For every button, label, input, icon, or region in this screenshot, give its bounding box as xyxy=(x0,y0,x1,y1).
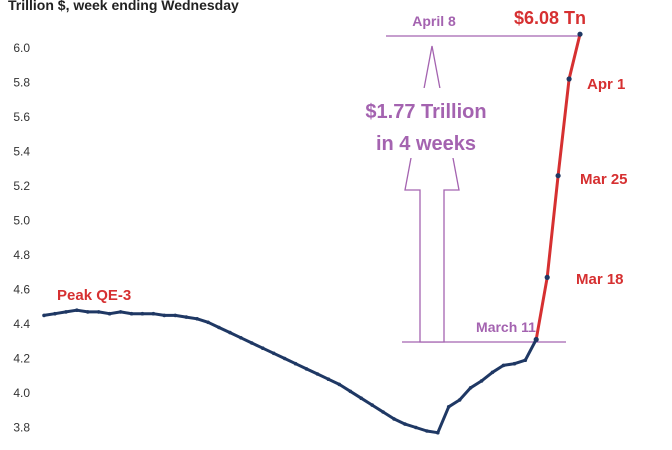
peak-qe3-label: Peak QE-3 xyxy=(57,287,131,304)
data-point xyxy=(315,372,320,376)
data-point xyxy=(206,320,210,325)
data-point xyxy=(544,274,550,280)
week-label-mar-18: Mar 18 xyxy=(576,271,624,288)
series-group xyxy=(42,31,583,435)
data-point xyxy=(42,313,46,318)
chart-title: Trillion $, week ending Wednesday xyxy=(8,0,239,13)
data-point xyxy=(414,425,418,430)
april-8-label: April 8 xyxy=(412,13,456,29)
data-point xyxy=(140,311,145,316)
data-point xyxy=(86,310,90,314)
y-axis-ticks: 6.0 5.8 5.6 5.4 5.2 5.0 4.8 4.6 4.4 4.2 4.0 3.8 xyxy=(13,41,30,435)
y-tick-label: 5.8 xyxy=(13,76,30,90)
data-point xyxy=(239,336,243,340)
data-point xyxy=(129,311,134,316)
data-point xyxy=(96,310,101,314)
increase-label-line1: $1.77 Trillion xyxy=(365,101,486,123)
data-point xyxy=(479,379,484,383)
data-point xyxy=(425,429,429,433)
increase-label-box xyxy=(346,88,506,158)
data-point xyxy=(271,351,276,356)
data-point xyxy=(457,398,462,402)
y-tick-label: 5.0 xyxy=(13,214,30,228)
data-point xyxy=(468,386,473,390)
data-point xyxy=(348,389,353,394)
data-point xyxy=(436,430,440,435)
data-point xyxy=(293,361,298,366)
y-tick-label: 4.0 xyxy=(13,386,30,400)
data-point xyxy=(523,358,528,363)
data-point xyxy=(107,311,112,316)
y-tick-label: 4.6 xyxy=(13,283,30,297)
y-tick-label: 3.8 xyxy=(13,421,30,435)
y-tick-label: 5.6 xyxy=(13,110,30,124)
y-tick-label: 4.4 xyxy=(13,317,30,331)
data-point xyxy=(282,356,287,361)
data-point xyxy=(555,173,561,179)
data-point xyxy=(381,410,385,414)
data-point xyxy=(228,330,232,335)
data-point xyxy=(304,367,309,371)
data-point xyxy=(577,31,583,37)
data-point xyxy=(512,361,517,366)
data-point xyxy=(403,422,407,426)
data-point xyxy=(337,382,342,387)
data-point xyxy=(195,317,199,321)
march-11-label: March 11 xyxy=(476,319,536,335)
surge-line xyxy=(534,33,582,340)
data-point xyxy=(151,311,156,316)
data-point xyxy=(75,308,79,313)
data-point xyxy=(53,311,57,316)
data-point xyxy=(533,336,539,343)
data-point xyxy=(490,370,495,375)
increase-label-line2: in 4 weeks xyxy=(376,133,476,155)
data-point xyxy=(173,313,178,318)
y-tick-label: 4.2 xyxy=(13,352,30,366)
data-point xyxy=(501,363,506,368)
week-label-apr-1: Apr 1 xyxy=(587,76,625,93)
data-point xyxy=(392,417,396,421)
y-tick-label: 5.4 xyxy=(13,145,30,159)
data-point xyxy=(184,315,188,319)
data-point xyxy=(359,396,364,401)
data-point xyxy=(217,325,221,330)
top-value-label: $6.08 Tn xyxy=(514,8,586,28)
data-point xyxy=(250,341,254,345)
data-point xyxy=(370,403,375,407)
data-point xyxy=(261,346,265,351)
series-line xyxy=(43,308,538,435)
data-point xyxy=(566,76,572,82)
week-label-mar-25: Mar 25 xyxy=(580,171,628,188)
data-point xyxy=(326,377,331,382)
data-point xyxy=(162,313,167,318)
data-point xyxy=(64,310,68,314)
y-tick-label: 4.8 xyxy=(13,248,30,262)
y-tick-label: 6.0 xyxy=(13,41,30,55)
data-point xyxy=(446,405,451,409)
data-point xyxy=(118,310,123,314)
y-tick-label: 5.2 xyxy=(13,179,30,193)
